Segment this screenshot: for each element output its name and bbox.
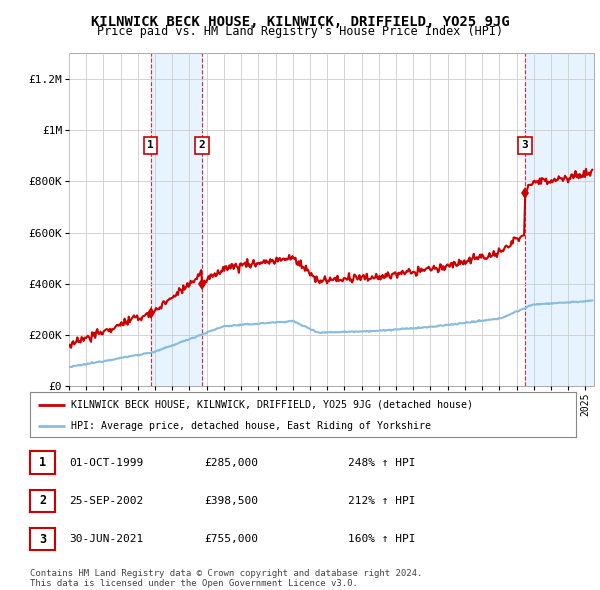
Bar xyxy=(151,53,202,386)
Text: £755,000: £755,000 xyxy=(204,535,258,544)
Text: 1: 1 xyxy=(39,456,46,469)
Bar xyxy=(525,53,594,386)
Text: £398,500: £398,500 xyxy=(204,496,258,506)
Text: 2: 2 xyxy=(199,140,205,150)
Text: 212% ↑ HPI: 212% ↑ HPI xyxy=(348,496,415,506)
Text: 248% ↑ HPI: 248% ↑ HPI xyxy=(348,458,415,467)
Text: Contains HM Land Registry data © Crown copyright and database right 2024.
This d: Contains HM Land Registry data © Crown c… xyxy=(30,569,422,588)
Text: 160% ↑ HPI: 160% ↑ HPI xyxy=(348,535,415,544)
Text: 3: 3 xyxy=(522,140,529,150)
Text: KILNWICK BECK HOUSE, KILNWICK, DRIFFIELD, YO25 9JG (detached house): KILNWICK BECK HOUSE, KILNWICK, DRIFFIELD… xyxy=(71,400,473,409)
Text: 1: 1 xyxy=(148,140,154,150)
Text: £285,000: £285,000 xyxy=(204,458,258,467)
Text: KILNWICK BECK HOUSE, KILNWICK, DRIFFIELD, YO25 9JG: KILNWICK BECK HOUSE, KILNWICK, DRIFFIELD… xyxy=(91,15,509,29)
Text: 3: 3 xyxy=(39,533,46,546)
Text: 25-SEP-2002: 25-SEP-2002 xyxy=(69,496,143,506)
Text: Price paid vs. HM Land Registry's House Price Index (HPI): Price paid vs. HM Land Registry's House … xyxy=(97,25,503,38)
Text: 01-OCT-1999: 01-OCT-1999 xyxy=(69,458,143,467)
Text: HPI: Average price, detached house, East Riding of Yorkshire: HPI: Average price, detached house, East… xyxy=(71,421,431,431)
Text: 2: 2 xyxy=(39,494,46,507)
Text: 30-JUN-2021: 30-JUN-2021 xyxy=(69,535,143,544)
